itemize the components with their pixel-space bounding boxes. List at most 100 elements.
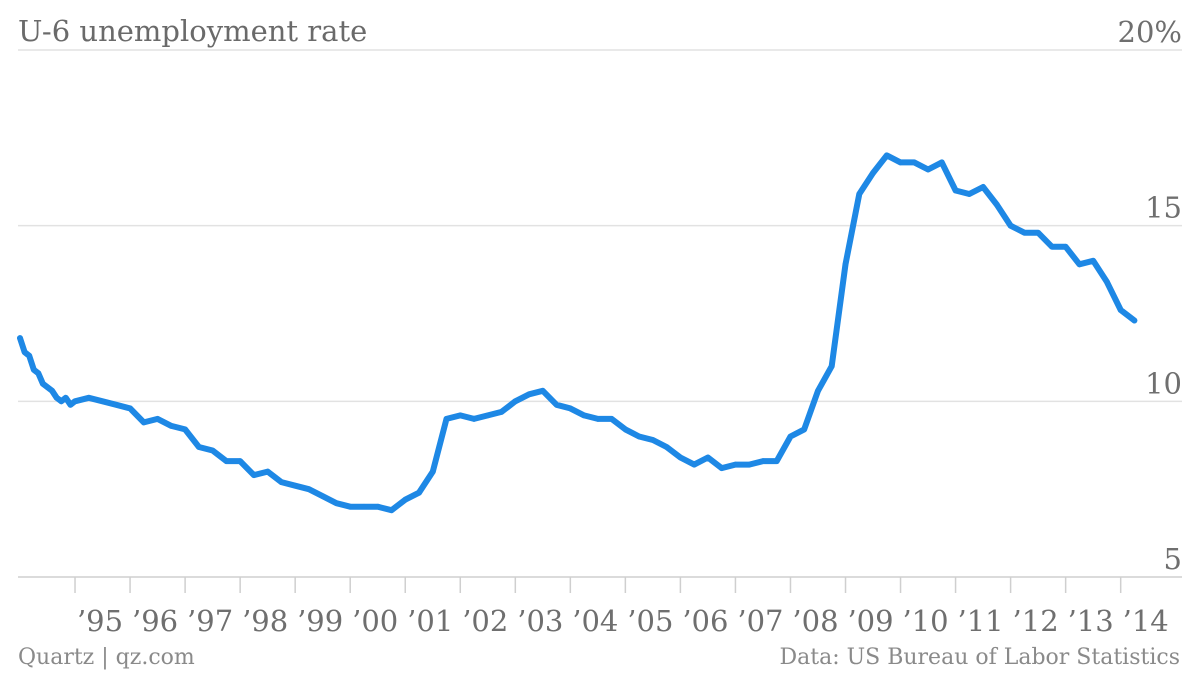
x-tick-label: ’98 [242,604,288,638]
data-point [952,187,959,194]
x-tick-label: ’08 [792,604,838,638]
chart-title: U-6 unemployment rate [18,14,368,48]
data-point [209,447,216,454]
data-point [471,416,477,422]
data-point [746,461,752,468]
data-point [801,426,807,433]
data-point [402,496,409,503]
data-point [828,363,835,370]
data-point [154,416,161,422]
data-point [292,482,299,489]
data-point [86,395,92,401]
data-point [457,412,464,419]
data-point [21,349,28,355]
data-point [540,388,546,394]
data-point [26,352,32,359]
data-point [430,468,436,475]
x-tick-label: ’14 [1123,604,1169,638]
x-tick-label: ’13 [1068,604,1114,638]
data-point [182,426,188,433]
data-point [347,503,354,510]
data-point [925,166,931,173]
data-point [884,152,890,159]
x-tick-label: ’07 [737,604,783,638]
data-point [994,201,1000,208]
data-point [1131,317,1138,324]
data-point [17,335,23,341]
data-point [237,458,243,464]
data-point [773,458,780,464]
y-tick-label: 5 [1164,542,1182,576]
x-tick-label: ’00 [352,604,398,638]
data-point [44,384,51,391]
data-point [911,159,918,166]
data-point [732,461,739,468]
data-point [650,437,656,443]
data-point [306,486,312,493]
x-tick-label: ’11 [958,604,1004,638]
data-point [939,159,945,166]
data-point [127,405,133,412]
data-point [113,402,120,408]
y-tick-label: 20% [1118,15,1182,49]
x-tick-label: ’99 [297,604,343,638]
data-point [526,391,532,398]
data-point [264,468,271,475]
data-point [705,454,711,461]
data-point [53,395,60,401]
data-point [608,416,615,422]
data-point [72,398,78,405]
data-point [319,493,326,500]
data-point [718,465,725,471]
data-point [67,402,74,408]
data-point [485,412,491,419]
data-point [1021,229,1028,236]
data-point [168,423,175,429]
series-group [17,152,1138,514]
data-point [1117,307,1124,313]
data-point [842,261,849,268]
data-point [980,184,986,190]
data-point [870,170,876,176]
data-point [223,458,230,464]
y-tick-label: 10 [1145,366,1182,400]
x-axis-ticks: ’95 ’96 ’97 ’98 ’99 ’00 ’01 ’02 ’03 ’04 ’05 ’06 ’07 ’… [74,577,1169,638]
data-point [663,444,670,450]
data-point [897,159,904,166]
data-point [35,370,42,377]
x-tick-label: ’10 [902,604,948,638]
data-point [388,507,395,513]
data-point [333,500,340,507]
x-tick-label: ’12 [1013,604,1059,638]
data-point [99,398,106,405]
x-tick-label: ’95 [77,604,123,638]
data-point [581,412,587,419]
x-tick-label: ’96 [132,604,178,638]
data-point [636,433,642,440]
data-point [498,409,505,415]
data-point [63,395,69,401]
y-axis-ticks: 20% 15 10 5 [1118,15,1182,576]
data-point [567,405,574,412]
x-tick-label: ’03 [517,604,563,638]
data-point [1062,243,1069,250]
data-point [361,503,367,510]
data-point [278,479,285,485]
data-point [677,454,684,461]
source-credit: Quartz | qz.com [18,645,195,670]
data-point [856,191,863,197]
data-point [31,366,37,373]
data-point [760,458,766,464]
x-tick-label: ’02 [462,604,508,638]
x-tick-label: ’09 [847,604,893,638]
data-point [1090,258,1096,264]
data-point [251,472,257,478]
data-point [691,461,697,468]
data-point [1007,222,1014,229]
x-tick-label: ’01 [407,604,453,638]
data-point [416,489,422,496]
data-point [141,419,147,426]
series-line [17,152,1138,514]
data-point [49,388,55,394]
